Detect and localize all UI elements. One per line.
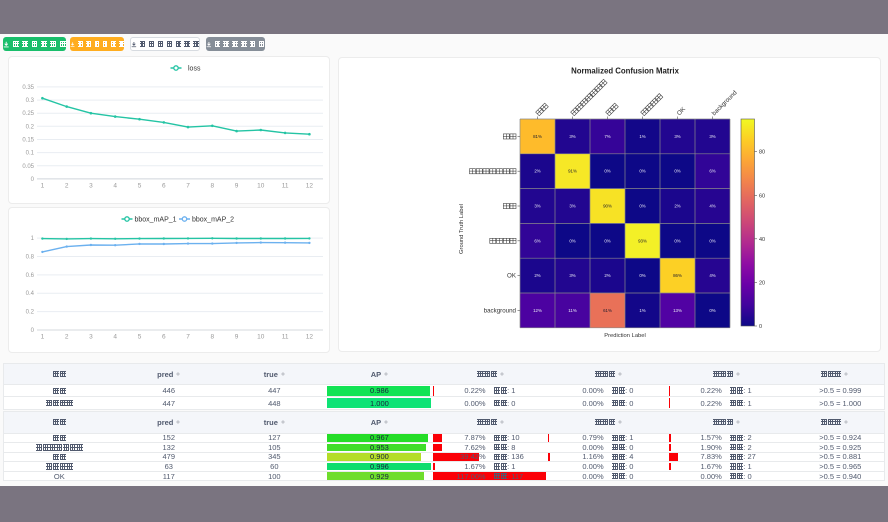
svg-text:1%: 1% xyxy=(639,134,645,139)
svg-text:93%: 93% xyxy=(638,238,647,243)
svg-text:0: 0 xyxy=(31,177,35,183)
svg-text:4: 4 xyxy=(113,334,117,341)
svg-text:bbox_mAP_1: bbox_mAP_1 xyxy=(135,217,177,224)
svg-text:0.35: 0.35 xyxy=(22,85,34,91)
svg-text:4: 4 xyxy=(113,183,117,190)
svg-text:5: 5 xyxy=(138,334,142,341)
svg-text:60: 60 xyxy=(759,193,765,199)
svg-text:0.4: 0.4 xyxy=(26,291,35,297)
svg-text:61%: 61% xyxy=(603,308,612,313)
svg-text:8: 8 xyxy=(210,334,214,341)
svg-text:5: 5 xyxy=(138,183,142,190)
svg-text:1: 1 xyxy=(31,236,35,242)
svg-text:Normalized Confusion Matrix: Normalized Confusion Matrix xyxy=(571,67,680,76)
svg-text:12: 12 xyxy=(306,183,314,190)
svg-text:13%: 13% xyxy=(673,308,682,313)
svg-text:0%: 0% xyxy=(604,238,610,243)
svg-text:10: 10 xyxy=(257,334,265,341)
svg-text:80: 80 xyxy=(759,150,765,156)
svg-text:11: 11 xyxy=(282,334,289,341)
svg-text:3%: 3% xyxy=(569,273,575,278)
svg-text:0%: 0% xyxy=(709,308,715,313)
svg-text:20: 20 xyxy=(759,280,765,286)
svg-text:OK: OK xyxy=(676,105,688,117)
svg-text:0.3: 0.3 xyxy=(26,98,35,104)
svg-text:1: 1 xyxy=(41,334,45,341)
svg-text:3%: 3% xyxy=(534,204,540,209)
svg-text:0%: 0% xyxy=(639,169,645,174)
svg-text:loss: loss xyxy=(188,66,201,73)
svg-text:2: 2 xyxy=(65,183,69,190)
svg-text:2%: 2% xyxy=(674,204,680,209)
svg-text:6: 6 xyxy=(162,183,166,190)
svg-text:10: 10 xyxy=(257,183,265,190)
svg-text:3: 3 xyxy=(89,183,93,190)
svg-text:90%: 90% xyxy=(603,204,612,209)
svg-text:0.2: 0.2 xyxy=(26,124,35,130)
svg-text:0%: 0% xyxy=(674,169,680,174)
svg-text:91%: 91% xyxy=(568,169,577,174)
svg-text:12: 12 xyxy=(306,334,314,341)
svg-text:0%: 0% xyxy=(604,169,610,174)
svg-text:1: 1 xyxy=(41,183,45,190)
svg-text:7%: 7% xyxy=(604,134,610,139)
svg-text:7: 7 xyxy=(186,334,190,341)
svg-text:12%: 12% xyxy=(533,308,542,313)
svg-text:2%: 2% xyxy=(534,169,540,174)
svg-text:bbox_mAP_2: bbox_mAP_2 xyxy=(192,217,234,224)
svg-text:40: 40 xyxy=(759,237,765,243)
svg-text:0.15: 0.15 xyxy=(22,138,34,144)
svg-text:81%: 81% xyxy=(533,134,542,139)
svg-text:3%: 3% xyxy=(569,204,575,209)
svg-text:3%: 3% xyxy=(569,134,575,139)
svg-text:Prediction Label: Prediction Label xyxy=(604,333,646,339)
svg-text:background: background xyxy=(484,307,517,314)
svg-text:0.1: 0.1 xyxy=(26,151,35,157)
svg-text:0.6: 0.6 xyxy=(26,273,35,279)
svg-text:11: 11 xyxy=(282,183,289,190)
svg-text:0%: 0% xyxy=(709,238,715,243)
svg-text:11%: 11% xyxy=(568,308,577,313)
svg-text:6: 6 xyxy=(162,334,166,341)
svg-text:4%: 4% xyxy=(709,204,715,209)
svg-text:2: 2 xyxy=(65,334,69,341)
svg-text:3: 3 xyxy=(89,334,93,341)
svg-text:0: 0 xyxy=(31,328,35,334)
svg-text:2%: 2% xyxy=(604,273,610,278)
svg-text:9: 9 xyxy=(235,183,239,190)
svg-text:6%: 6% xyxy=(534,238,540,243)
svg-text:6%: 6% xyxy=(709,169,715,174)
svg-text:86%: 86% xyxy=(673,273,682,278)
svg-text:8: 8 xyxy=(210,183,214,190)
svg-text:0.25: 0.25 xyxy=(22,111,34,117)
svg-text:3%: 3% xyxy=(709,134,715,139)
svg-text:0%: 0% xyxy=(639,273,645,278)
svg-text:2%: 2% xyxy=(534,273,540,278)
svg-text:0.05: 0.05 xyxy=(22,164,34,170)
svg-text:OK: OK xyxy=(507,273,517,280)
svg-text:0.8: 0.8 xyxy=(26,255,35,261)
svg-text:0%: 0% xyxy=(674,238,680,243)
svg-text:3%: 3% xyxy=(674,134,680,139)
svg-text:background: background xyxy=(711,89,739,117)
svg-text:0.2: 0.2 xyxy=(26,310,35,316)
svg-text:0%: 0% xyxy=(569,238,575,243)
svg-text:0%: 0% xyxy=(639,204,645,209)
svg-text:4%: 4% xyxy=(709,273,715,278)
svg-text:1%: 1% xyxy=(639,308,645,313)
svg-text:0: 0 xyxy=(759,324,762,330)
svg-text:Ground Truth Label: Ground Truth Label xyxy=(459,204,465,254)
svg-text:9: 9 xyxy=(235,334,239,341)
svg-text:7: 7 xyxy=(186,183,190,190)
